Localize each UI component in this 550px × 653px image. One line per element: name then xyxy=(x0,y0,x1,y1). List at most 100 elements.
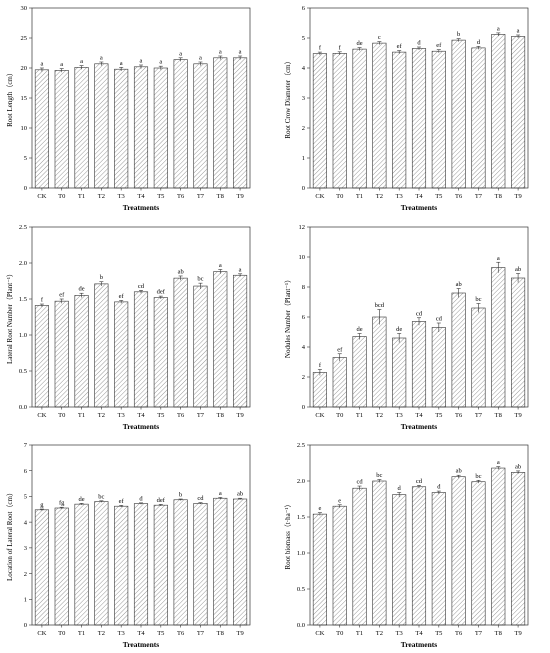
significance-label-T7: d xyxy=(477,39,481,46)
bar-T2 xyxy=(372,480,387,626)
significance-label-CK: f xyxy=(319,362,322,369)
bar-T0 xyxy=(332,52,347,189)
bar-T8 xyxy=(213,271,228,408)
significance-label-T3: a xyxy=(120,60,123,67)
x-tick-label-T2: T2 xyxy=(98,630,105,637)
bar-T8 xyxy=(213,497,228,626)
bar-T4 xyxy=(133,503,149,626)
y-tick-label: 12 xyxy=(299,224,306,231)
chart-panel-3: f CK ef T0 de T1 b T2 ef T3 cd T4 def T5 ab T6 bc T7 a T8 a T… xyxy=(6,224,251,431)
bar-CK xyxy=(312,513,327,626)
significance-label-T8: a xyxy=(497,25,500,32)
bar-T6 xyxy=(451,39,466,189)
bar-T1 xyxy=(74,295,89,408)
significance-label-T2: b xyxy=(100,274,103,281)
significance-label-T9: ab xyxy=(515,463,521,470)
significance-label-T5: d xyxy=(437,484,441,491)
y-tick-label: 0.5 xyxy=(297,586,305,593)
x-tick-label-T6: T6 xyxy=(455,412,463,419)
bar-T7 xyxy=(471,47,486,189)
significance-label-T3: ef xyxy=(119,498,125,505)
x-tick-label-T1: T1 xyxy=(356,412,363,419)
bar-T3 xyxy=(392,337,407,408)
x-tick-label-T4: T4 xyxy=(137,412,145,419)
x-tick-label-T9: T9 xyxy=(236,193,243,200)
y-tick-label: 10 xyxy=(21,125,28,132)
significance-label-T8: a xyxy=(219,262,222,269)
significance-label-T5: a xyxy=(159,59,162,66)
x-tick-label-T8: T8 xyxy=(217,193,224,200)
x-tick-label-T8: T8 xyxy=(495,630,502,637)
bar-T9 xyxy=(511,36,526,189)
x-tick-label-T2: T2 xyxy=(376,193,383,200)
y-tick-label: 15 xyxy=(21,95,28,102)
chart-panel-2: f CK f T0 de T1 c T2 ef T3 d T4 ef T5 b T6 d T7 a T8 a T9 0 1 2 3… xyxy=(284,5,529,212)
y-tick-label: 1.5 xyxy=(297,514,305,521)
x-tick-label-T6: T6 xyxy=(455,193,463,200)
bar-T8 xyxy=(491,34,506,189)
y-tick-label: 2.5 xyxy=(297,442,305,449)
y-tick-label: 2 xyxy=(302,125,305,132)
y-tick-label: 4 xyxy=(24,519,28,526)
x-tick-label-T8: T8 xyxy=(217,630,224,637)
significance-label-CK: f xyxy=(41,297,44,304)
bar-T1 xyxy=(352,48,367,189)
bar-T6 xyxy=(173,59,188,189)
y-axis-title: Lateral Root Number（Plant⁻¹） xyxy=(6,270,14,364)
bar-T5 xyxy=(431,492,446,626)
y-tick-label: 6 xyxy=(302,5,306,12)
plot-frame xyxy=(31,226,251,408)
bar-T7 xyxy=(471,307,486,408)
significance-label-T2: c xyxy=(378,34,381,41)
significance-label-T5: cd xyxy=(436,316,443,323)
y-tick-label: 0 xyxy=(302,404,305,411)
x-tick-label-T7: T7 xyxy=(475,412,483,419)
bar-T0 xyxy=(332,357,347,408)
x-tick-label-T3: T3 xyxy=(118,193,125,200)
x-tick-label-T5: T5 xyxy=(435,412,442,419)
x-tick-label-T1: T1 xyxy=(78,630,85,637)
x-tick-label-T9: T9 xyxy=(514,412,521,419)
significance-label-T2: bcd xyxy=(375,302,385,309)
bar-T3 xyxy=(392,51,407,189)
y-tick-label: 5 xyxy=(302,35,305,42)
significance-label-T6: b xyxy=(457,31,460,38)
y-tick-label: 4 xyxy=(302,344,306,351)
x-tick-label-T1: T1 xyxy=(78,412,85,419)
significance-label-T4: a xyxy=(140,58,143,65)
y-tick-label: 20 xyxy=(21,65,28,72)
significance-label-T0: f xyxy=(339,44,342,51)
x-tick-label-T5: T5 xyxy=(157,412,164,419)
x-tick-label-T7: T7 xyxy=(197,412,205,419)
x-tick-label-T3: T3 xyxy=(396,630,403,637)
x-axis-title: Treatments xyxy=(401,640,437,649)
y-tick-label: 6 xyxy=(302,314,306,321)
bar-T2 xyxy=(94,63,109,189)
bar-T9 xyxy=(511,277,526,408)
significance-label-T0: e xyxy=(338,497,341,504)
significance-label-T8: a xyxy=(497,255,500,262)
x-tick-label-T6: T6 xyxy=(177,193,185,200)
bar-T4 xyxy=(133,291,149,408)
x-tick-label-T1: T1 xyxy=(78,193,85,200)
bar-T0 xyxy=(54,507,69,626)
x-tick-label-T8: T8 xyxy=(495,193,502,200)
significance-label-T1: de xyxy=(356,326,362,333)
significance-label-T4: d xyxy=(417,40,421,47)
bar-T5 xyxy=(153,297,168,408)
x-tick-label-T6: T6 xyxy=(455,630,463,637)
x-tick-label-T0: T0 xyxy=(58,412,65,419)
bar-T4 xyxy=(411,48,427,189)
significance-label-CK: f xyxy=(319,45,322,52)
x-tick-label-T5: T5 xyxy=(157,630,164,637)
bar-T0 xyxy=(54,70,69,189)
bar-T7 xyxy=(471,481,486,626)
x-tick-label-T5: T5 xyxy=(435,630,442,637)
x-tick-label-CK: CK xyxy=(315,630,324,637)
y-tick-label: 0 xyxy=(302,185,305,192)
y-axis-title: Location of Lateral Root（cm） xyxy=(6,489,14,581)
y-axis-title: Root Crow Diameter（cm） xyxy=(284,57,292,138)
x-tick-label-T8: T8 xyxy=(495,412,502,419)
x-tick-label-T7: T7 xyxy=(475,630,483,637)
x-tick-label-T0: T0 xyxy=(58,193,65,200)
